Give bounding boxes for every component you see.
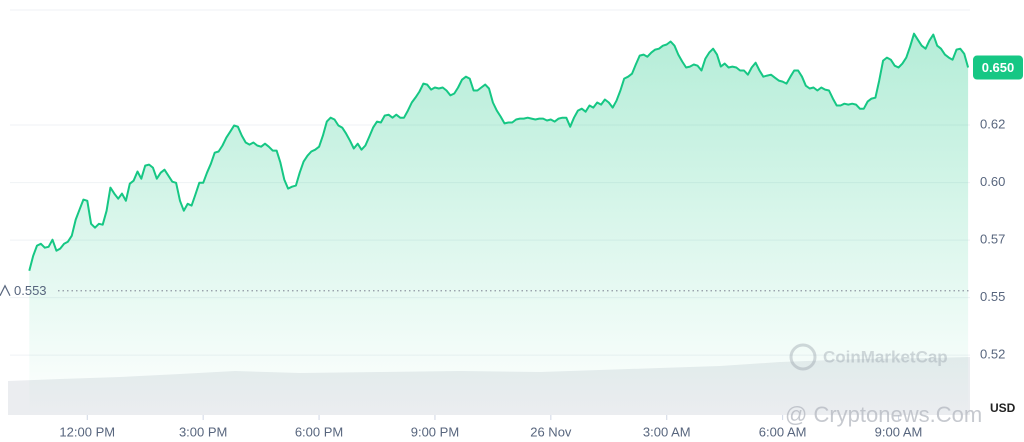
price-area [29,33,969,415]
y-tick-label: 0.62 [980,116,1005,131]
x-tick-label: 26 Nov [530,424,572,439]
x-tick-label: 6:00 AM [759,424,807,439]
price-tag [973,55,1023,80]
watermark: CoinMarketCap [823,347,948,366]
y-tick-label: 0.57 [980,232,1005,247]
reference-label: 0.553 [14,283,47,298]
y-tick-label: 0.60 [980,174,1005,189]
watermark: @ Cryptonews.Com [785,402,982,427]
reference-arrow [0,284,11,297]
x-tick-label: 3:00 PM [179,424,227,439]
y-tick-label: 0.55 [980,289,1005,304]
x-tick-label: 9:00 AM [875,424,923,439]
unit-label: USD [990,401,1016,415]
price-tag-label: 0.650 [982,60,1015,75]
x-tick-label: 9:00 PM [411,424,459,439]
x-tick-label: 12:00 PM [59,424,115,439]
price-line [28,32,970,271]
x-tick-label: 3:00 AM [643,424,691,439]
y-tick-label: 0.52 [980,347,1005,362]
cmc-watermark: CoinMarketCap [789,343,948,371]
x-tick-label: 6:00 PM [295,424,343,439]
plot [0,32,970,415]
